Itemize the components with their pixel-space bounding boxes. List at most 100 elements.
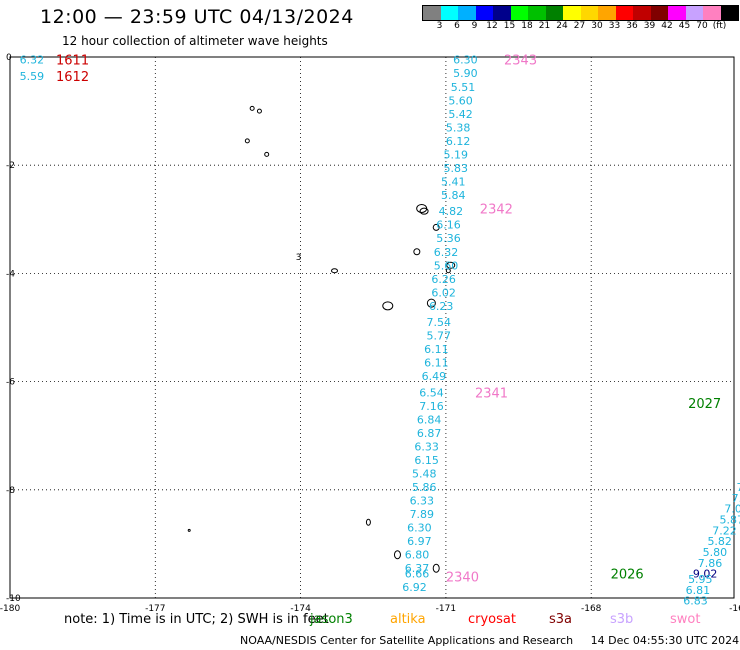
legend-swatch — [528, 6, 546, 20]
wave-height-value: 6.49 — [422, 370, 447, 383]
wave-height-value: 6.37 — [405, 562, 430, 575]
legend-swatch — [475, 6, 493, 20]
legend-label: 24 — [556, 21, 568, 31]
wave-height-value: 5.36 — [436, 232, 461, 245]
y-tick-label: -10 — [6, 594, 21, 604]
island-outline — [365, 518, 371, 526]
wave-height-value: 6.12 — [446, 135, 471, 148]
wave-height-value: 6.11 — [424, 357, 449, 370]
legend-swatch — [668, 6, 686, 20]
credit-text: NOAA/NESDIS Center for Satellite Applica… — [240, 634, 574, 647]
y-tick-label: 0 — [6, 53, 12, 63]
wave-height-value: 5.80 — [703, 546, 728, 559]
wave-height-value: 5.90 — [453, 67, 478, 80]
orbit-track-label: 1611 — [56, 54, 89, 69]
legend-swatch — [440, 6, 458, 20]
wave-height-value: 6.30 — [453, 54, 478, 67]
wave-height-value: 6.97 — [407, 535, 432, 548]
x-tick-label: -16 — [729, 604, 740, 614]
wave-height-value: 6.81 — [686, 584, 711, 597]
map-frame — [9, 56, 735, 599]
legend-label: 42 — [661, 21, 673, 31]
wave-height-value: 7.16 — [419, 400, 444, 413]
wave-height-value: 5.86 — [412, 481, 437, 494]
satellite-swot: swot — [670, 612, 701, 627]
wave-height-value: 5.77 — [427, 330, 452, 343]
wave-height-value: 6.92 — [402, 581, 427, 594]
credit-line: NOAA/NESDIS Center for Satellite Applica… — [240, 634, 739, 647]
wave-height-value: 6.02 — [431, 286, 456, 299]
orbit-track-label: 2027 — [688, 397, 721, 412]
legend-swatch — [703, 6, 721, 20]
orbit-track-label: 1612 — [56, 70, 89, 85]
orbit-track-label: 2340 — [446, 570, 479, 585]
legend-swatch — [615, 6, 633, 20]
orbit-track-label: 2341 — [475, 386, 508, 401]
satellite-jason3: jason3 — [310, 612, 353, 627]
x-tick-label: -171 — [436, 604, 456, 614]
island-outline — [419, 207, 429, 215]
wave-height-color-scale — [422, 5, 739, 21]
legend-label: 30 — [591, 21, 603, 31]
island-outline — [445, 268, 451, 274]
wave-height-value: 5.82 — [707, 535, 732, 548]
wave-height-value: 6.80 — [405, 549, 430, 562]
x-tick-label: -174 — [290, 604, 311, 614]
legend-label: 27 — [573, 21, 586, 31]
wave-height-value: 5.38 — [446, 121, 471, 134]
wave-height-value: 5.19 — [443, 148, 468, 161]
island-outline — [432, 223, 440, 231]
legend-label: 36 — [626, 21, 638, 31]
island-outline — [426, 298, 436, 308]
page-title: 12:00 — 23:59 UTC 04/13/2024 — [40, 6, 354, 28]
wave-height-value: 6.83 — [683, 595, 708, 608]
legend-swatch — [423, 6, 441, 20]
wave-height-value: 5.41 — [441, 175, 466, 188]
wave-height-value: 6.11 — [424, 343, 449, 356]
island-outline — [446, 261, 456, 269]
wave-height-value: 5.87 — [720, 514, 740, 527]
wave-height-value: 4.82 — [439, 205, 464, 218]
island-outline — [256, 108, 262, 114]
wave-height-value: 5.95 — [688, 573, 713, 586]
y-tick-label: -6 — [6, 378, 15, 388]
satellite-s3a: s3a — [549, 612, 573, 627]
island-outline — [393, 550, 401, 560]
wave-height-value: 6.32 — [434, 246, 459, 259]
legend-swatch — [545, 6, 563, 20]
map-mark: 3 — [296, 253, 302, 263]
wave-height-value: 7.86 — [698, 557, 723, 570]
orbit-track-label: 2026 — [611, 568, 644, 583]
wave-height-value: 7.22 — [712, 524, 737, 537]
legend-label: 18 — [521, 21, 533, 31]
wave-height-value: 7.33 — [737, 481, 740, 494]
wave-height-value: 5.42 — [448, 108, 473, 121]
wave-height-value: 5.60 — [434, 259, 459, 272]
legend-swatch — [563, 6, 581, 20]
y-tick-label: -4 — [6, 269, 15, 279]
wave-height-value: 6.33 — [410, 495, 435, 508]
page-subtitle: 12 hour collection of altimeter wave hei… — [62, 34, 328, 48]
legend-swatch — [685, 6, 703, 20]
legend-swatch — [633, 6, 651, 20]
satellite-cryosat: cryosat — [468, 612, 516, 627]
legend-swatch — [510, 6, 528, 20]
generated-timestamp: 14 Dec 04:55:30 UTC 2024 — [590, 634, 740, 647]
x-tick-label: -177 — [145, 604, 165, 614]
wave-height-value: 5.60 — [448, 94, 473, 107]
legend-swatch — [580, 6, 598, 20]
legend-label: 45 — [678, 21, 691, 31]
legend-label: 70 — [696, 21, 708, 31]
legend-swatch — [458, 6, 476, 20]
legend-label: 12 — [486, 21, 498, 31]
wave-height-value: 6.26 — [431, 273, 456, 286]
y-tick-label: -8 — [6, 486, 15, 496]
satellite-altika: altika — [390, 612, 426, 627]
legend-swatch — [650, 6, 668, 20]
legend-label: 33 — [608, 21, 621, 31]
island-outline — [382, 301, 394, 311]
legend-label: 3 — [436, 21, 443, 31]
wave-height-value: 6.30 — [407, 522, 432, 535]
island-outline — [413, 248, 421, 256]
